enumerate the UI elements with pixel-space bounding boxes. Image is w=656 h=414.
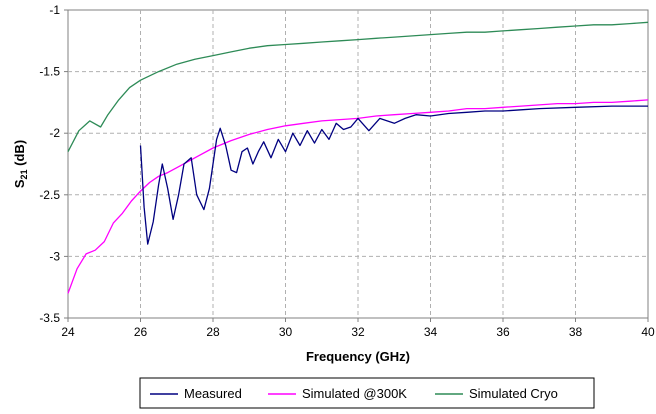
x-tick-label: 32 [351,325,365,339]
series-lines [67,21,649,294]
x-axis-title: Frequency (GHz) [306,349,410,364]
grid [68,10,648,318]
y-tick-label: -2 [49,126,60,140]
y-tick-label: -3.5 [39,311,60,325]
x-tick-label: 38 [569,325,583,339]
legend: Measured Simulated @300K Simulated Cryo [139,377,595,409]
legend-label-measured: Measured [184,386,242,401]
x-tick-label: 40 [641,325,655,339]
y-tick-label: -2.5 [39,188,60,202]
series-line-measured [139,105,648,245]
x-tick-label: 28 [206,325,220,339]
series-line-simulated-cryo [67,21,649,152]
legend-label-300k: Simulated @300K [302,386,407,401]
series-line-simulated-300k [67,99,649,294]
y-tick-labels: -1 -1.5 -2 -2.5 -3 -3.5 [39,3,68,325]
y-tick-label: -1.5 [39,65,60,79]
x-tick-label: 26 [134,325,148,339]
x-tick-label: 36 [496,325,510,339]
y-tick-label: -1 [49,3,60,17]
x-tick-label: 34 [424,325,438,339]
legend-box [139,377,595,409]
y-axis-title: S21 (dB) [12,140,29,188]
legend-label-cryo: Simulated Cryo [469,386,558,401]
y-tick-label: -3 [49,249,60,263]
x-tick-label: 24 [61,325,75,339]
x-tick-label: 30 [279,325,293,339]
x-tick-labels: 24 26 28 30 32 34 36 38 40 [61,318,655,339]
